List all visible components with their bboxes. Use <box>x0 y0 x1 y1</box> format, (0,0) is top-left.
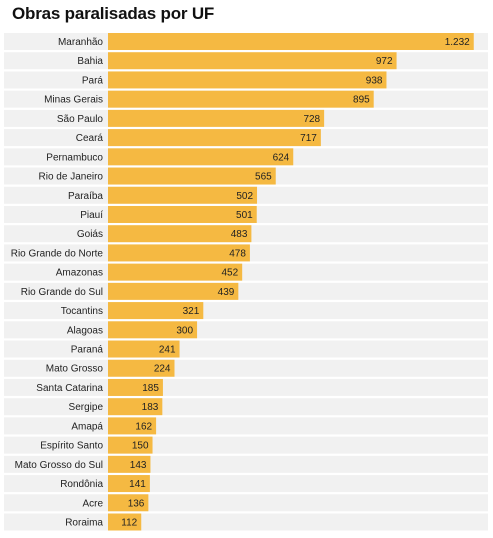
category-label: Tocantins <box>61 306 103 317</box>
bar <box>108 90 374 108</box>
bar <box>108 340 180 358</box>
bar <box>108 475 150 493</box>
bar <box>108 513 142 531</box>
value-label: 224 <box>154 364 171 375</box>
category-label: Santa Catarina <box>36 383 103 394</box>
value-label: 728 <box>303 114 320 125</box>
bar <box>108 225 252 243</box>
value-label: 565 <box>255 172 272 183</box>
category-label: Rondônia <box>60 479 103 490</box>
bar <box>108 321 198 339</box>
bar <box>108 378 163 396</box>
bar <box>108 244 250 262</box>
bar <box>108 205 257 223</box>
category-label: Ceará <box>76 133 104 144</box>
value-label: 185 <box>142 383 159 394</box>
bar-track <box>4 494 488 512</box>
category-label: Bahia <box>77 56 103 67</box>
bar <box>108 109 325 127</box>
value-label: 895 <box>353 95 370 106</box>
category-label: Rio Grande do Norte <box>11 248 104 259</box>
category-label: Minas Gerais <box>44 95 103 106</box>
value-label: 183 <box>142 402 159 413</box>
bar <box>108 148 294 166</box>
value-label: 1.232 <box>445 37 470 48</box>
bar <box>108 359 175 377</box>
category-label: Paraíba <box>68 191 103 202</box>
category-label: Amazonas <box>56 268 103 279</box>
value-label: 112 <box>121 518 137 529</box>
bar <box>108 436 153 454</box>
value-label: 241 <box>159 345 176 356</box>
value-label: 624 <box>273 152 290 163</box>
bar <box>108 33 474 50</box>
value-label: 938 <box>366 75 383 86</box>
category-label: São Paulo <box>57 114 104 125</box>
value-label: 501 <box>236 210 253 221</box>
bar <box>108 186 258 204</box>
category-label: Acre <box>82 498 103 509</box>
bar <box>108 417 157 435</box>
category-label: Maranhão <box>58 37 103 48</box>
bar <box>108 494 149 512</box>
value-label: 483 <box>231 229 248 240</box>
chart-title: Obras paralisadas por UF <box>12 4 215 23</box>
value-label: 717 <box>300 133 317 144</box>
bar <box>108 302 204 320</box>
category-label: Mato Grosso do Sul <box>15 460 103 471</box>
value-label: 162 <box>135 421 152 432</box>
category-label: Sergipe <box>69 402 104 413</box>
category-label: Goiás <box>77 229 103 240</box>
bar <box>108 263 243 281</box>
value-label: 321 <box>183 306 200 317</box>
category-label: Rio de Janeiro <box>39 172 104 183</box>
value-label: 502 <box>236 191 253 202</box>
value-label: 141 <box>129 479 146 490</box>
value-label: 136 <box>128 498 145 509</box>
category-label: Rio Grande do Sul <box>21 287 103 298</box>
bar <box>108 167 276 185</box>
value-label: 478 <box>229 248 246 259</box>
value-label: 300 <box>176 325 193 336</box>
category-label: Paraná <box>71 345 104 356</box>
category-label: Piauí <box>80 210 103 221</box>
category-label: Amapá <box>71 421 103 432</box>
value-label: 439 <box>218 287 235 298</box>
value-label: 150 <box>132 441 149 452</box>
bar <box>108 398 163 416</box>
bar <box>108 129 321 147</box>
category-label: Pará <box>82 75 104 86</box>
category-label: Mato Grosso <box>46 364 104 375</box>
bar <box>108 71 387 89</box>
category-label: Roraima <box>65 518 103 529</box>
value-label: 452 <box>222 268 239 279</box>
value-label: 143 <box>130 460 147 471</box>
value-label: 972 <box>376 56 393 67</box>
bar <box>108 52 397 70</box>
category-label: Pernambuco <box>46 152 103 163</box>
category-label: Alagoas <box>67 325 103 336</box>
category-label: Espírito Santo <box>40 441 103 452</box>
bar <box>108 282 239 300</box>
bar <box>108 455 151 473</box>
